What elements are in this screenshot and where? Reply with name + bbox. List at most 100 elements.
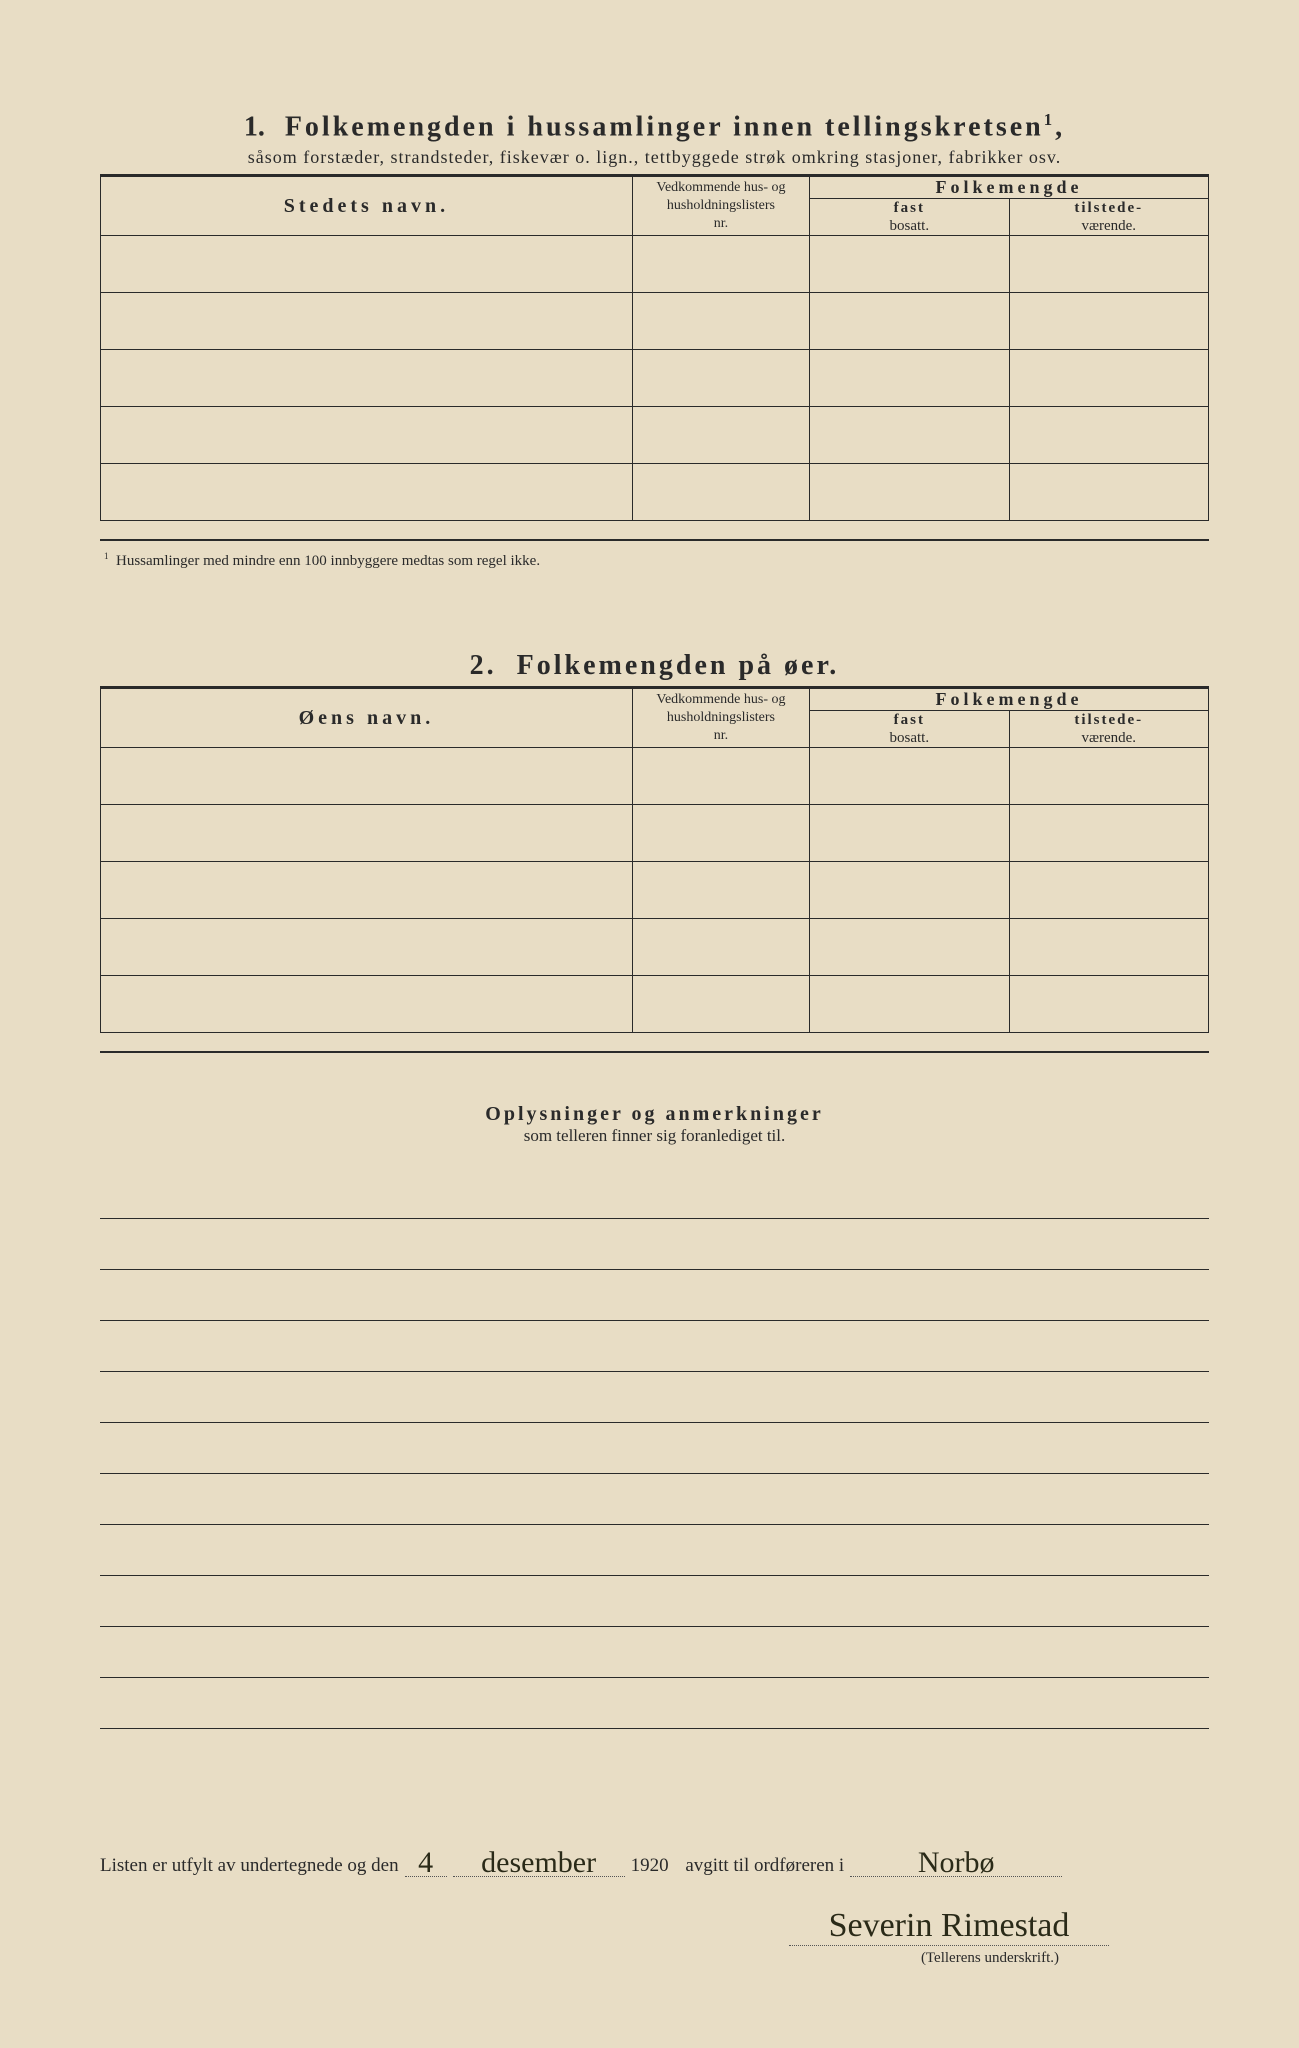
signature-pre: Listen er utfylt av undertegnede og den — [100, 1855, 399, 1877]
table-cell — [1009, 464, 1208, 521]
table-row — [101, 748, 1209, 805]
section-2: 2. Folkemengden på øer. Øens navn. Vedko… — [100, 650, 1209, 1053]
table-row — [101, 805, 1209, 862]
table-cell — [101, 919, 633, 976]
signature-mid: avgitt til ordføreren i — [685, 1855, 844, 1877]
table-cell — [101, 862, 633, 919]
table-cell — [632, 236, 809, 293]
table-cell — [632, 976, 809, 1033]
table-cell — [632, 407, 809, 464]
col-header-tilstede: tilstede- værende. — [1009, 199, 1208, 236]
table-row — [101, 464, 1209, 521]
section-1-subtitle: såsom forstæder, strandsteder, fiskevær … — [100, 147, 1209, 168]
table-cell — [1009, 350, 1208, 407]
table-row — [101, 293, 1209, 350]
section-2-table: Øens navn. Vedkommende hus- og husholdni… — [100, 688, 1209, 1033]
signature-line: Severin Rimestad — [100, 1907, 1209, 1946]
col-header-fast: fast bosatt. — [810, 199, 1009, 236]
section-2-title: 2. Folkemengden på øer. — [100, 650, 1209, 682]
section-1-footnote: 1 Hussamlinger med mindre enn 100 innbyg… — [100, 541, 1209, 570]
table-cell — [101, 976, 633, 1033]
table-cell — [1009, 805, 1208, 862]
table-row — [101, 976, 1209, 1033]
table-cell — [1009, 293, 1208, 350]
table-cell — [632, 919, 809, 976]
section-1-title-text: Folkemengden i hussamlinger innen tellin… — [285, 111, 1044, 142]
table-cell — [1009, 748, 1208, 805]
ruled-line — [100, 1270, 1209, 1321]
table-cell — [101, 407, 633, 464]
table-cell — [632, 464, 809, 521]
table-cell — [632, 805, 809, 862]
signature-block: Listen er utfylt av undertegnede og den … — [100, 1849, 1209, 1877]
section-1-body — [101, 236, 1209, 521]
table-cell — [101, 805, 633, 862]
table-row — [101, 236, 1209, 293]
ruled-line — [100, 1372, 1209, 1423]
section-2-body — [101, 748, 1209, 1033]
table-cell — [1009, 976, 1208, 1033]
section-1-number: 1. — [244, 111, 265, 142]
table-row — [101, 350, 1209, 407]
col-header-tilstede: tilstede- værende. — [1009, 711, 1208, 748]
table-cell — [632, 350, 809, 407]
table-cell — [810, 862, 1009, 919]
section-1-table: Stedets navn. Vedkommende hus- og hushol… — [100, 176, 1209, 521]
table-cell — [1009, 236, 1208, 293]
col-header-population: Folkemengde — [810, 177, 1209, 199]
table-cell — [810, 407, 1009, 464]
remarks-section: Oplysninger og anmerkninger som telleren… — [100, 1103, 1209, 1729]
ruled-line — [100, 1627, 1209, 1678]
section-1-title: 1. Folkemengden i hussamlinger innen tel… — [100, 110, 1209, 143]
ruled-line — [100, 1576, 1209, 1627]
table-header: Stedets navn. Vedkommende hus- og hushol… — [101, 177, 1209, 236]
table-cell — [810, 464, 1009, 521]
table-cell — [632, 293, 809, 350]
table-cell — [101, 293, 633, 350]
table-cell — [101, 350, 633, 407]
remarks-lines — [100, 1168, 1209, 1729]
table-cell — [810, 350, 1009, 407]
ruled-line — [100, 1321, 1209, 1372]
signature-month: desember — [453, 1849, 625, 1877]
signature-day: 4 — [405, 1849, 447, 1877]
table-cell — [101, 464, 633, 521]
signature-caption: (Tellerens underskrift.) — [100, 1950, 1209, 1967]
table-cell — [101, 236, 633, 293]
signature-place: Norbø — [850, 1849, 1062, 1877]
table-cell — [810, 293, 1009, 350]
table-cell — [632, 748, 809, 805]
table-cell — [810, 236, 1009, 293]
col-header-name: Stedets navn. — [101, 177, 633, 236]
table-row — [101, 862, 1209, 919]
col-header-fast: fast bosatt. — [810, 711, 1009, 748]
table-cell — [810, 748, 1009, 805]
table-cell — [632, 862, 809, 919]
col-header-name: Øens navn. — [101, 689, 633, 748]
table-row — [101, 407, 1209, 464]
ruled-line — [100, 1423, 1209, 1474]
section-1-title-sup: 1 — [1044, 110, 1055, 129]
remarks-subtitle: som telleren finner sig foranlediget til… — [100, 1126, 1209, 1146]
table-header: Øens navn. Vedkommende hus- og husholdni… — [101, 689, 1209, 748]
census-form-page: 1. Folkemengden i hussamlinger innen tel… — [0, 0, 1299, 2048]
signature-name: Severin Rimestad — [789, 1907, 1109, 1946]
col-header-nr: Vedkommende hus- og husholdningslisters … — [632, 177, 809, 236]
table-cell — [1009, 407, 1208, 464]
ruled-line — [100, 1474, 1209, 1525]
table-cell — [1009, 919, 1208, 976]
table-cell — [810, 976, 1009, 1033]
col-header-nr: Vedkommende hus- og husholdningslisters … — [632, 689, 809, 748]
table-cell — [810, 805, 1009, 862]
rule — [100, 1051, 1209, 1053]
table-cell — [1009, 862, 1208, 919]
signature-year: 1920 — [631, 1855, 669, 1877]
ruled-line — [100, 1219, 1209, 1270]
table-cell — [101, 748, 633, 805]
ruled-line — [100, 1525, 1209, 1576]
ruled-line — [100, 1678, 1209, 1729]
ruled-line — [100, 1168, 1209, 1219]
section-1: 1. Folkemengden i hussamlinger innen tel… — [100, 110, 1209, 570]
table-row — [101, 919, 1209, 976]
remarks-title: Oplysninger og anmerkninger — [100, 1103, 1209, 1126]
